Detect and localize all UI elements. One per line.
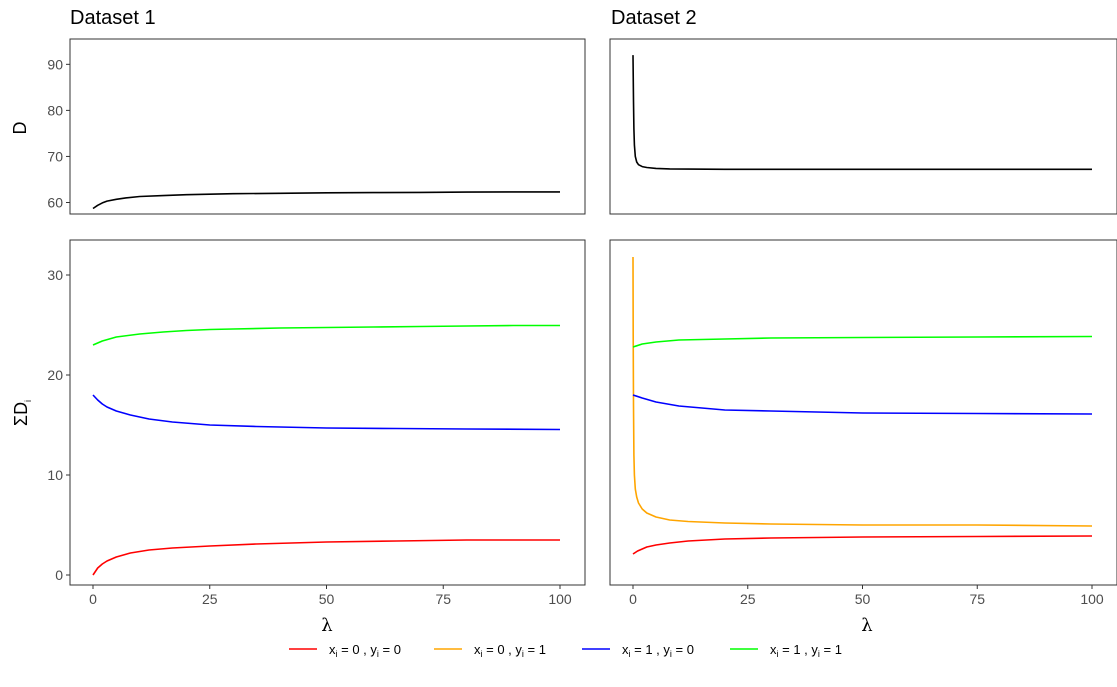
panel-2: 0 10 20 30 0 25 50 75 100 xyxy=(47,239,586,607)
x-axis-label-left: λ xyxy=(321,615,332,636)
y-tick-label: 10 xyxy=(47,467,63,483)
legend: xi = 0 , yi = 0 xi = 0 , yi = 1 xi = 1 , y… xyxy=(289,642,842,659)
series-line-D xyxy=(632,55,1092,171)
legend-item-s1: xi = 0 , yi = 0 xyxy=(289,642,401,659)
facet-title-dataset-1: Dataset 1 xyxy=(70,7,156,29)
x-tick-label: 100 xyxy=(1080,591,1104,607)
y-tick-label: 60 xyxy=(47,194,63,210)
legend-item-s4: xi = 1 , yi = 1 xyxy=(730,642,842,659)
panel-border xyxy=(609,38,1117,215)
y-axis-label-bottom-sub: i xyxy=(23,400,33,402)
legend-label-s4: xi = 1 , yi = 1 xyxy=(770,642,842,659)
facet-title-dataset-2: Dataset 2 xyxy=(611,7,697,29)
panel-1 xyxy=(609,38,1117,215)
x-tick-label: 100 xyxy=(548,591,572,607)
x-tick-label: 25 xyxy=(740,591,756,607)
y-axis-label-top: D xyxy=(10,122,30,135)
y-tick-label: 90 xyxy=(47,56,63,72)
x-tick-label: 50 xyxy=(855,591,871,607)
legend-item-s2: xi = 0 , yi = 1 xyxy=(434,642,546,659)
series-line-s1 xyxy=(632,535,1093,555)
y-tick-label: 30 xyxy=(47,267,63,283)
legend-label-s3: xi = 1 , yi = 0 xyxy=(622,642,694,659)
series-line-D xyxy=(92,191,560,210)
y-tick-label: 0 xyxy=(55,567,63,583)
series-line-s4 xyxy=(632,335,1093,348)
legend-label-s2: xi = 0 , yi = 1 xyxy=(474,642,546,659)
panel-0: 60 70 80 90 xyxy=(47,38,586,215)
panels-layer: 60 70 80 90 0 10 20 30 0 25 50 75 100 0 25 50 75 100 xyxy=(47,38,1117,607)
legend-item-s3: xi = 1 , yi = 0 xyxy=(582,642,694,659)
x-tick-label: 50 xyxy=(319,591,335,607)
x-axis-label-right: λ xyxy=(861,615,872,636)
x-tick-label: 0 xyxy=(629,591,637,607)
y-tick-label: 70 xyxy=(47,148,63,164)
y-tick-label: 80 xyxy=(47,102,63,118)
panel-3: 0 25 50 75 100 xyxy=(609,239,1117,607)
series-line-s3 xyxy=(632,394,1093,415)
y-axis-label-bottom: ΣDi xyxy=(11,400,33,426)
series-line-s1 xyxy=(92,539,560,576)
legend-label-s1: xi = 0 , yi = 0 xyxy=(329,642,401,659)
panel-border xyxy=(69,38,586,215)
y-axis-label-bottom-main: ΣD xyxy=(11,402,31,426)
x-tick-label: 25 xyxy=(202,591,218,607)
series-line-s2 xyxy=(632,256,1093,527)
y-tick-label: 20 xyxy=(47,367,63,383)
series-line-s4 xyxy=(92,324,560,346)
x-tick-label: 0 xyxy=(89,591,97,607)
x-tick-label: 75 xyxy=(435,591,451,607)
panel-border xyxy=(69,239,586,586)
x-tick-label: 75 xyxy=(969,591,985,607)
series-line-s3 xyxy=(92,394,561,431)
